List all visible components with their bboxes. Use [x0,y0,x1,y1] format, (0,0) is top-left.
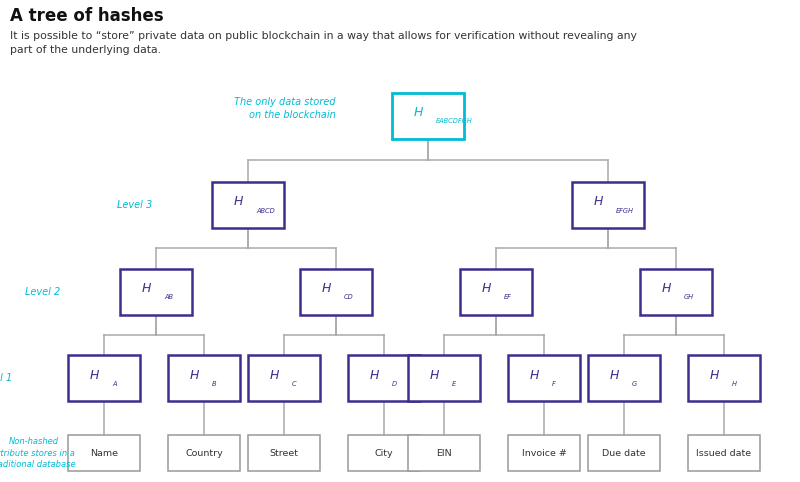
FancyBboxPatch shape [68,356,140,401]
Text: H: H [530,369,539,382]
Text: B: B [212,381,217,387]
FancyBboxPatch shape [68,435,140,471]
FancyBboxPatch shape [248,435,320,471]
Text: H: H [414,107,423,119]
Text: H: H [270,369,279,382]
Text: Country: Country [185,449,223,457]
FancyBboxPatch shape [688,435,760,471]
Text: H: H [732,381,737,387]
Text: City: City [374,449,394,457]
Text: C: C [292,381,297,387]
Text: The only data stored
on the blockchain: The only data stored on the blockchain [234,97,336,120]
FancyBboxPatch shape [460,269,532,314]
Text: Name: Name [90,449,118,457]
Text: Level 1: Level 1 [0,374,12,383]
Text: AB: AB [164,295,173,300]
Text: H: H [662,282,671,295]
Text: H: H [190,369,199,382]
Text: EABCDFGH: EABCDFGH [436,119,473,124]
Text: EF: EF [504,295,512,300]
Text: ABCD: ABCD [256,208,274,214]
FancyBboxPatch shape [408,435,480,471]
Text: H: H [594,196,603,208]
Text: Non-hashed
attribute stores in a
traditional database: Non-hashed attribute stores in a traditi… [0,437,76,469]
Text: H: H [90,369,99,382]
FancyBboxPatch shape [392,93,464,139]
Text: H: H [482,282,491,295]
Text: Issued date: Issued date [697,449,751,457]
Text: Due date: Due date [602,449,646,457]
Text: H: H [322,282,331,295]
Text: D: D [392,381,397,387]
Text: Street: Street [270,449,298,457]
FancyBboxPatch shape [508,435,580,471]
FancyBboxPatch shape [212,182,284,228]
FancyBboxPatch shape [408,356,480,401]
Text: A tree of hashes: A tree of hashes [10,7,163,25]
FancyBboxPatch shape [688,356,760,401]
FancyBboxPatch shape [248,356,320,401]
FancyBboxPatch shape [168,435,240,471]
FancyBboxPatch shape [120,269,192,314]
FancyBboxPatch shape [508,356,580,401]
Text: H: H [710,369,719,382]
Text: Invoice #: Invoice # [522,449,566,457]
FancyBboxPatch shape [348,435,420,471]
FancyBboxPatch shape [588,435,660,471]
Text: F: F [552,381,556,387]
Text: A: A [112,381,117,387]
FancyBboxPatch shape [300,269,372,314]
FancyBboxPatch shape [588,356,660,401]
Text: H: H [610,369,619,382]
Text: Level 2: Level 2 [25,287,60,296]
Text: It is possible to “store” private data on public blockchain in a way that allows: It is possible to “store” private data o… [10,31,637,54]
FancyBboxPatch shape [348,356,420,401]
FancyBboxPatch shape [168,356,240,401]
Text: H: H [430,369,439,382]
Text: EIN: EIN [436,449,452,457]
Text: EFGH: EFGH [616,208,634,214]
Text: E: E [452,381,456,387]
Text: G: G [632,381,637,387]
FancyBboxPatch shape [572,182,644,228]
Text: CD: CD [344,295,354,300]
Text: Level 3: Level 3 [117,200,152,210]
FancyBboxPatch shape [640,269,712,314]
Text: H: H [370,369,379,382]
Text: GH: GH [684,295,694,300]
Text: H: H [234,196,243,208]
Text: H: H [142,282,151,295]
